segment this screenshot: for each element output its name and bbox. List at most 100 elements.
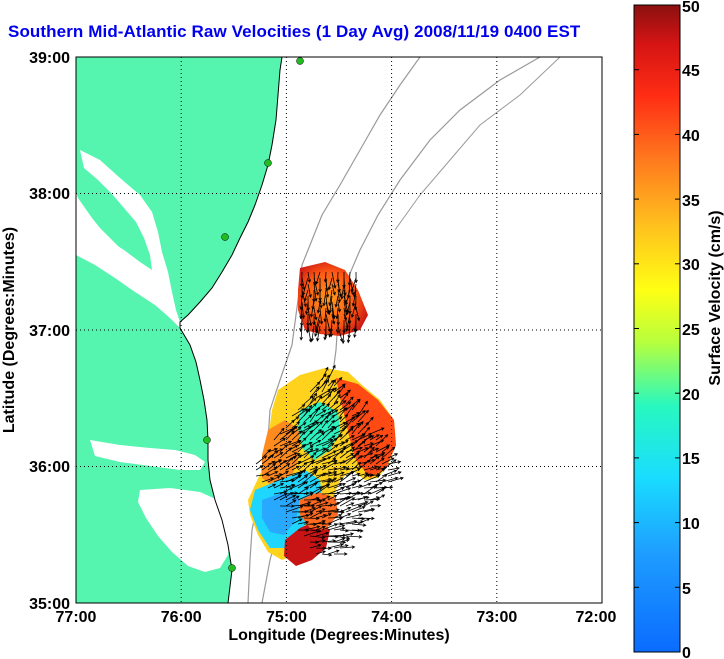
velocity-arrow [315,409,327,417]
velocity-arrow [328,325,333,338]
velocity-arrow [357,472,369,477]
velocity-arrow [327,409,339,417]
velocity-arrow [315,271,321,285]
velocity-arrow [291,416,300,423]
velocity-arrow [345,477,357,483]
velocity-arrow [321,387,338,399]
velocity-arrow [309,482,318,489]
velocity-arrow [321,366,329,381]
velocity-arrow [339,519,358,525]
velocity-arrow [333,465,347,471]
velocity-arrow [303,507,316,513]
velocity-arrow [307,307,313,327]
velocity-arrow [328,295,333,314]
velocity-arrow [255,455,268,465]
velocity-arrow [297,501,312,507]
velocity-arrow [315,550,327,555]
velocity-arrow [291,495,300,501]
velocity-arrow [344,289,351,306]
velocity-arrow [310,301,315,318]
y-axis: 39:00 38:00 37:00 36:00 35:00 Latitude (… [1,50,70,613]
velocity-arrow [375,485,388,490]
velocity-arrow [369,504,382,508]
velocity-arrow [333,421,347,429]
x-tick-label: 74:00 [371,609,412,626]
velocity-arrow [381,459,397,471]
velocity-arrow [267,475,281,483]
velocity-arrow [291,421,301,429]
velocity-arrow [325,283,330,298]
velocity-arrow [255,465,264,471]
grid [76,57,602,603]
velocity-arrow [279,440,293,447]
velocity-arrow [309,429,322,441]
velocity-arrow [267,483,277,489]
velocity-arrow [303,448,314,459]
velocity-arrow [315,395,323,405]
velocity-arrow [375,457,385,465]
velocity-arrow [321,442,335,453]
velocity-arrow [327,477,338,483]
velocity-arrow [309,440,322,447]
y-tick-label: 35:00 [29,596,70,613]
velocity-arrow [327,543,344,549]
velocity-arrow [297,481,309,489]
velocity-arrow [351,410,366,423]
radar-stations [203,57,304,572]
velocity-arrow [310,325,315,342]
velocity-arrow [309,421,320,429]
velocity-arrow [321,403,331,411]
velocity-arrow [309,392,317,405]
velocity-arrow [285,444,299,453]
velocity-arrow [309,500,323,507]
velocity-arrow [315,438,334,447]
velocity-arrow [316,325,321,342]
radar-station-marker [203,436,211,444]
velocity-arrow [369,434,380,441]
velocity-arrow [339,389,351,399]
x-tick-label: 72:00 [576,609,617,626]
pamlico-sound [138,488,230,572]
velocity-arrow [309,448,320,453]
velocity-arrow [303,422,316,435]
velocity-arrow [291,465,300,471]
velocity-arrow [369,482,384,489]
velocity-arrow [369,496,380,501]
velocity-arrow [315,531,330,537]
velocity-arrow [291,518,303,525]
velocity-arrow [339,532,355,537]
velocity-arrow [291,453,301,459]
velocity-arrow [363,474,381,483]
velocity-arrow [331,271,337,289]
velocity-arrow [351,472,361,477]
velocity-arrow [327,400,339,411]
velocity-arrow [323,325,327,341]
velocity-arrow [321,508,340,513]
velocity-arrow [363,442,374,447]
velocity-arrow [303,289,309,302]
velocity-arrow [309,529,322,533]
velocity-arrow [339,513,352,519]
velocity-arrow [331,283,336,296]
velocity-arrow [339,422,349,429]
velocity-arrow [363,500,374,507]
colorbar-scale [633,4,681,653]
colorbar-tick-label: 40 [682,128,700,145]
velocity-arrow [345,513,363,519]
velocity-arrow [345,396,354,405]
velocity-arrow [303,404,312,417]
velocity-arrow [285,425,299,435]
velocity-arrow [309,452,317,459]
velocity-arrow [321,409,335,417]
velocity-arrow [273,437,286,447]
velocity-arrow [327,277,333,291]
y-tick-label: 39:00 [29,50,70,67]
velocity-arrow [357,452,374,459]
velocity-arrow [297,408,309,417]
velocity-arrow [345,313,351,332]
velocity-arrow [363,435,375,441]
velocity-arrow [327,457,337,465]
velocity-arrow [315,484,330,495]
x-axis: 77:00 76:00 75:00 74:00 73:00 72:00 Long… [56,609,617,644]
